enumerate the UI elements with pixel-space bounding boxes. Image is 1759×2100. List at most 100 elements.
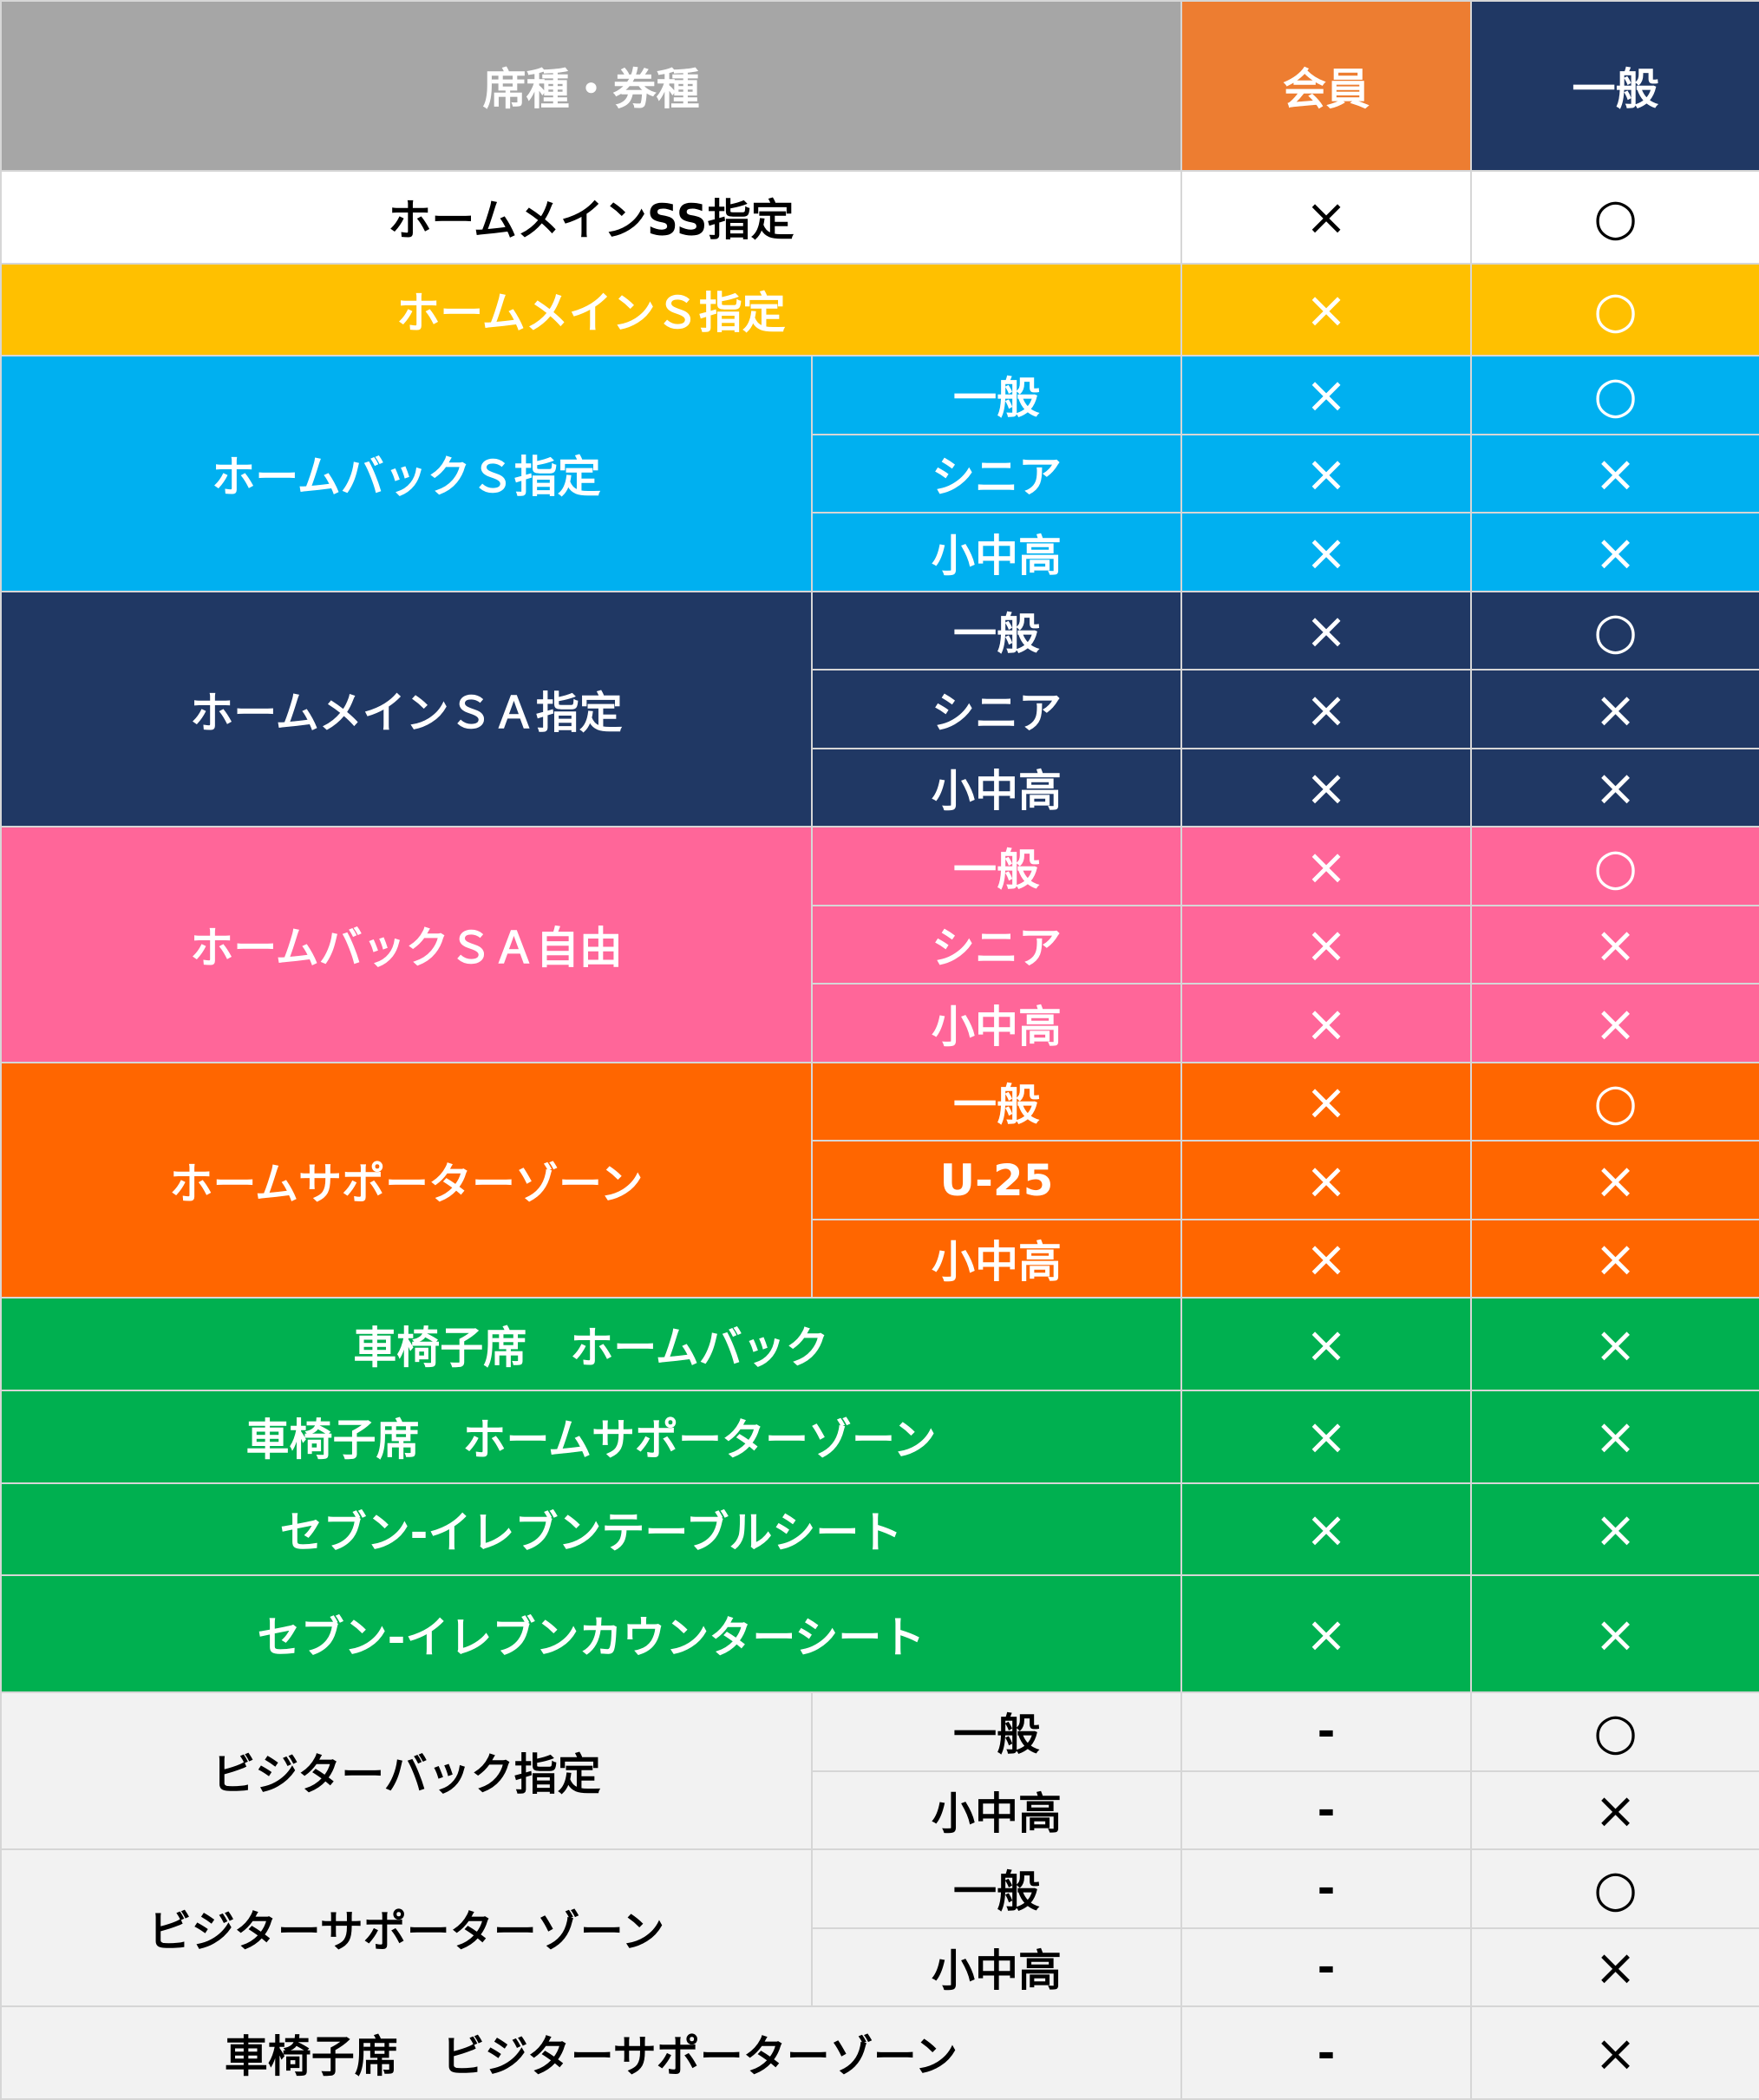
general-cross-mark: × xyxy=(1470,1482,1759,1577)
seat-type-name: ホームメインSS指定 xyxy=(0,170,1182,265)
seat-type-name: セブン-イレブンカウンターシート xyxy=(0,1574,1182,1694)
general-cross-mark: × xyxy=(1470,1927,1759,2008)
ticket-type-name: シニア xyxy=(811,904,1182,985)
general-circle-mark: ○ xyxy=(1470,1061,1759,1142)
table-row: 小中高 - × xyxy=(1,1927,1759,2008)
member-cross-mark: × xyxy=(1180,1574,1472,1694)
general-cross-mark: × xyxy=(1470,1140,1759,1220)
table-row: 小中高 × × xyxy=(1,512,1759,592)
seat-type-name: ホームメインＳ指定 xyxy=(0,262,1182,357)
member-cross-mark: × xyxy=(1180,747,1472,828)
general-cross-mark: × xyxy=(1470,512,1759,592)
member-cross-mark: × xyxy=(1180,512,1472,592)
ticket-type-name: 一般 xyxy=(811,826,1182,906)
ticket-type-name: 一般 xyxy=(811,1848,1182,1929)
member-cross-mark: × xyxy=(1180,1140,1472,1220)
seat-type-name: ホームバックＳ指定 xyxy=(0,355,813,592)
table-row: 小中高 - × xyxy=(1,1770,1759,1851)
general-cross-mark: × xyxy=(1470,433,1759,514)
member-cross-mark: × xyxy=(1180,1218,1472,1299)
table-body: ホームメインSS指定 × ○ ホームメインＳ指定 × ○ ホームバックＳ指定 一般 × ○ シニア ×… xyxy=(0,170,1759,2100)
table-row: ホームバックＳＡ自由 一般 × ○ xyxy=(0,826,1759,1063)
general-cross-mark: × xyxy=(1470,1574,1759,1694)
general-cross-mark: × xyxy=(1470,1297,1759,1392)
member-dash-mark: - xyxy=(1180,1927,1472,2008)
ticket-type-name: 小中高 xyxy=(811,983,1182,1063)
ticket-type-name: 小中高 xyxy=(811,1927,1182,2008)
general-cross-mark: × xyxy=(1470,1770,1759,1851)
member-dash-mark: - xyxy=(1180,1691,1472,1772)
ticket-type-name: 一般 xyxy=(811,590,1182,671)
table-row: ビジターサポーターゾーン 一般 - ○ xyxy=(0,1848,1759,2008)
member-cross-mark: × xyxy=(1180,355,1472,435)
table-row: 小中高 × × xyxy=(1,747,1759,828)
member-dash-mark: - xyxy=(1180,1848,1472,1929)
table-row: 小中高 × × xyxy=(1,983,1759,1063)
seat-type-name: 車椅子席 ホームサポーターゾーン xyxy=(0,1390,1182,1484)
ticket-type-name: 一般 xyxy=(811,355,1182,435)
seat-type-name: ビジターバック指定 xyxy=(0,1691,813,1851)
general-cross-mark: × xyxy=(1470,904,1759,985)
table-row: セブン-イレブンテーブルシート × × xyxy=(0,1482,1759,1577)
ticket-type-name: 一般 xyxy=(811,1691,1182,1772)
member-cross-mark: × xyxy=(1180,1390,1472,1484)
member-dash-mark: - xyxy=(1180,2005,1472,2100)
ticket-type-name: 小中高 xyxy=(811,747,1182,828)
table-row: セブン-イレブンカウンターシート × × xyxy=(0,1574,1759,1694)
ticket-type-name: 一般 xyxy=(811,1061,1182,1142)
member-cross-mark: × xyxy=(1180,826,1472,906)
header-row: 席種・券種 会員 一般 xyxy=(0,0,1759,172)
general-header: 一般 xyxy=(1470,0,1759,172)
general-cross-mark: × xyxy=(1470,669,1759,749)
seat-type-name: 車椅子席 ホームバック xyxy=(0,1297,1182,1392)
ticket-type-name: U-25 xyxy=(811,1140,1182,1220)
seat-type-name: ホームバックＳＡ自由 xyxy=(0,826,813,1063)
member-cross-mark: × xyxy=(1180,590,1472,671)
member-cross-mark: × xyxy=(1180,983,1472,1063)
table-row: ビジターバック指定 一般 - ○ xyxy=(0,1691,1759,1851)
seat-type-name: ビジターサポーターゾーン xyxy=(0,1848,813,2008)
member-cross-mark: × xyxy=(1180,669,1472,749)
member-cross-mark: × xyxy=(1180,433,1472,514)
general-circle-mark: ○ xyxy=(1470,355,1759,435)
general-circle-mark: ○ xyxy=(1470,170,1759,265)
table-row: ホームメインＳＡ指定 一般 × ○ xyxy=(0,590,1759,828)
member-cross-mark: × xyxy=(1180,170,1472,265)
ticket-type-name: 小中高 xyxy=(811,1218,1182,1299)
member-cross-mark: × xyxy=(1180,262,1472,357)
general-cross-mark: × xyxy=(1470,2005,1759,2100)
ticket-type-name: シニア xyxy=(811,669,1182,749)
member-cross-mark: × xyxy=(1180,904,1472,985)
seat-type-name: セブン-イレブンテーブルシート xyxy=(0,1482,1182,1577)
general-cross-mark: × xyxy=(1470,983,1759,1063)
general-cross-mark: × xyxy=(1470,1390,1759,1484)
member-cross-mark: × xyxy=(1180,1297,1472,1392)
table-row: 小中高 × × xyxy=(1,1218,1759,1299)
table-row: 車椅子席 ホームサポーターゾーン × × xyxy=(0,1390,1759,1484)
table-row: ホームバックＳ指定 一般 × ○ xyxy=(0,355,1759,592)
table-row: ホームメインSS指定 × ○ xyxy=(0,170,1759,265)
seat-type-name: ホームメインＳＡ指定 xyxy=(0,590,813,828)
seat-type-name: 車椅子席 ビジターサポーターゾーン xyxy=(0,2005,1182,2100)
general-circle-mark: ○ xyxy=(1470,590,1759,671)
general-cross-mark: × xyxy=(1470,747,1759,828)
member-cross-mark: × xyxy=(1180,1061,1472,1142)
member-dash-mark: - xyxy=(1180,1770,1472,1851)
ticket-type-name: シニア xyxy=(811,433,1182,514)
table-row: ホームサポーターゾーン 一般 × ○ xyxy=(0,1061,1759,1299)
general-circle-mark: ○ xyxy=(1470,1848,1759,1929)
general-circle-mark: ○ xyxy=(1470,826,1759,906)
table-row: シニア × × xyxy=(1,669,1759,749)
table-row: シニア × × xyxy=(1,904,1759,985)
general-circle-mark: ○ xyxy=(1470,262,1759,357)
table-row: ホームメインＳ指定 × ○ xyxy=(0,262,1759,357)
table-row: 車椅子席 ビジターサポーターゾーン - × xyxy=(0,2005,1759,2100)
seat-type-header: 席種・券種 xyxy=(0,0,1182,172)
ticket-type-name: 小中高 xyxy=(811,512,1182,592)
member-header: 会員 xyxy=(1180,0,1472,172)
table-row: 車椅子席 ホームバック × × xyxy=(0,1297,1759,1392)
general-cross-mark: × xyxy=(1470,1218,1759,1299)
general-circle-mark: ○ xyxy=(1470,1691,1759,1772)
ticket-type-name: 小中高 xyxy=(811,1770,1182,1851)
